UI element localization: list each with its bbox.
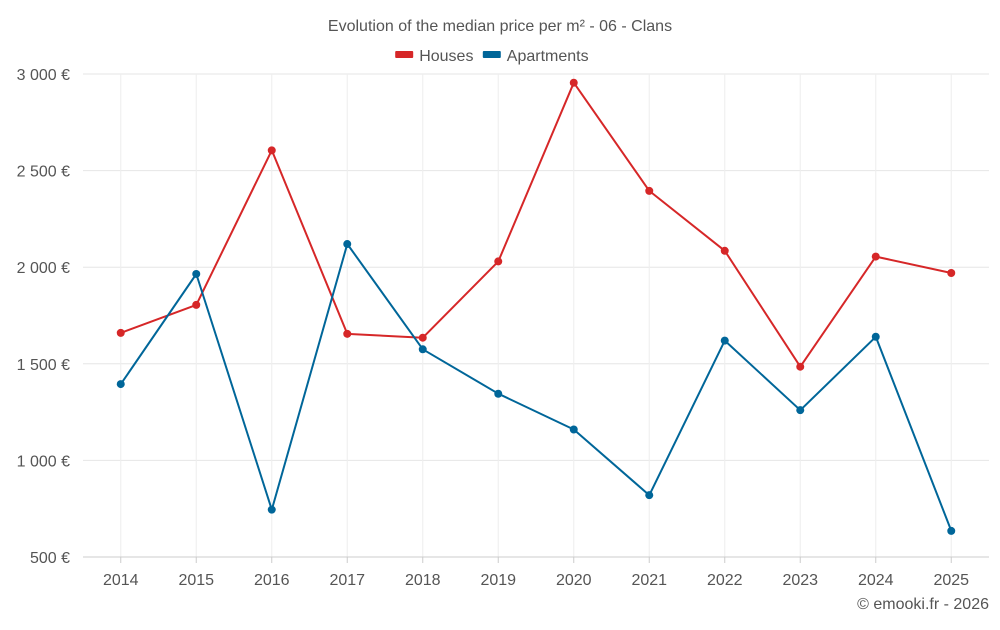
y-tick-label: 2 500 € bbox=[17, 164, 70, 181]
y-tick-label: 2 000 € bbox=[17, 260, 70, 277]
data-point-apartments-2021[interactable] bbox=[645, 491, 654, 500]
x-tick-label: 2020 bbox=[556, 572, 592, 589]
data-point-houses-2024[interactable] bbox=[871, 252, 880, 261]
data-point-houses-2020[interactable] bbox=[569, 78, 578, 87]
chart-title: Evolution of the median price per m² - 0… bbox=[328, 18, 672, 35]
data-point-apartments-2023[interactable] bbox=[796, 406, 805, 415]
data-point-apartments-2019[interactable] bbox=[494, 389, 503, 398]
grid bbox=[83, 73, 989, 558]
x-tick-label: 2018 bbox=[405, 572, 441, 589]
x-tick-label: 2015 bbox=[178, 572, 214, 589]
x-tick-label: 2019 bbox=[480, 572, 516, 589]
data-point-houses-2015[interactable] bbox=[192, 300, 201, 309]
x-tick-label: 2024 bbox=[858, 572, 894, 589]
legend-swatch bbox=[482, 51, 501, 58]
data-point-apartments-2024[interactable] bbox=[871, 332, 880, 341]
data-point-houses-2022[interactable] bbox=[720, 246, 729, 255]
x-tick-label: 2016 bbox=[254, 572, 290, 589]
x-tick-label: 2022 bbox=[707, 572, 743, 589]
data-point-houses-2018[interactable] bbox=[418, 333, 427, 342]
legend-label: Apartments bbox=[507, 48, 589, 65]
series-line-houses bbox=[119, 81, 953, 368]
y-tick-label: 1 500 € bbox=[17, 357, 70, 374]
data-point-apartments-2025[interactable] bbox=[947, 526, 956, 535]
x-tick-label: 2021 bbox=[631, 572, 667, 589]
data-point-apartments-2018[interactable] bbox=[418, 345, 427, 354]
y-tick-label: 1 000 € bbox=[17, 453, 70, 470]
data-point-houses-2019[interactable] bbox=[494, 257, 503, 266]
x-tick-label: 2014 bbox=[103, 572, 139, 589]
data-point-houses-2016[interactable] bbox=[267, 146, 276, 155]
data-point-houses-2014[interactable] bbox=[116, 328, 125, 337]
legend-item-apartments[interactable]: Apartments bbox=[482, 48, 589, 65]
y-tick-label: 3 000 € bbox=[17, 67, 70, 84]
data-point-apartments-2015[interactable] bbox=[192, 269, 201, 278]
x-tick-label: 2017 bbox=[329, 572, 365, 589]
x-tick-label: 2023 bbox=[782, 572, 818, 589]
data-point-houses-2021[interactable] bbox=[645, 186, 654, 195]
y-tick-label: 500 € bbox=[30, 550, 70, 567]
credit-text: © emooki.fr - 2026 bbox=[857, 596, 989, 613]
x-tick-label: 2025 bbox=[933, 572, 969, 589]
data-point-apartments-2016[interactable] bbox=[267, 505, 276, 514]
data-point-apartments-2020[interactable] bbox=[569, 425, 578, 434]
data-point-houses-2017[interactable] bbox=[343, 329, 352, 338]
legend-label: Houses bbox=[419, 48, 473, 65]
y-axis: 500 € 1 000 € 1 500 € 2 000 € 2 500 € 3 000 € bbox=[17, 67, 70, 567]
data-point-apartments-2017[interactable] bbox=[343, 240, 352, 249]
series-layer bbox=[116, 78, 956, 535]
data-point-houses-2023[interactable] bbox=[796, 362, 805, 371]
x-axis: 2014 2015 2016 2017 2018 2019 2020 2021 2022 2023… bbox=[83, 556, 989, 589]
data-point-houses-2025[interactable] bbox=[947, 268, 956, 277]
legend: Houses Apartments bbox=[395, 48, 589, 65]
series-line-apartments bbox=[119, 243, 953, 532]
legend-item-houses[interactable]: Houses bbox=[395, 48, 473, 65]
data-point-apartments-2022[interactable] bbox=[720, 336, 729, 345]
legend-swatch bbox=[395, 51, 414, 58]
data-point-apartments-2014[interactable] bbox=[116, 380, 125, 389]
